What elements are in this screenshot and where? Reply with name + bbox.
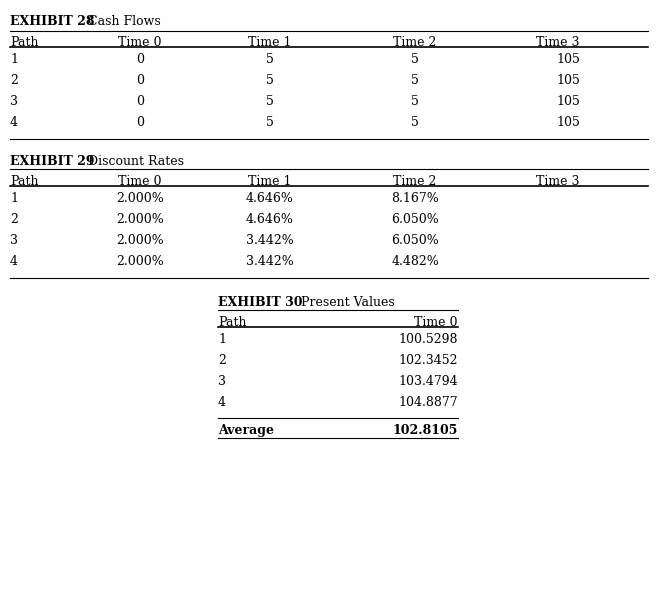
Text: 0: 0 [136,95,144,108]
Text: 103.4794: 103.4794 [398,375,458,388]
Text: 4: 4 [10,116,18,129]
Text: Path: Path [10,36,39,49]
Text: 5: 5 [411,116,419,129]
Text: 2.000%: 2.000% [116,213,164,226]
Text: 4.646%: 4.646% [246,213,294,226]
Text: Average: Average [218,424,274,437]
Text: 105: 105 [556,53,580,66]
Text: 5: 5 [266,74,274,87]
Text: 2.000%: 2.000% [116,234,164,247]
Text: 8.167%: 8.167% [391,192,439,205]
Text: Present Values: Present Values [301,296,395,309]
Text: 5: 5 [411,95,419,108]
Text: 2.000%: 2.000% [116,255,164,268]
Text: EXHIBIT 30: EXHIBIT 30 [218,296,303,309]
Text: Time 1: Time 1 [248,175,292,188]
Text: Time 2: Time 2 [393,175,437,188]
Text: 3.442%: 3.442% [246,255,294,268]
Text: 5: 5 [411,53,419,66]
Text: Time 0: Time 0 [118,175,162,188]
Text: 2: 2 [10,74,18,87]
Text: 5: 5 [266,95,274,108]
Text: 5: 5 [411,74,419,87]
Text: 0: 0 [136,116,144,129]
Text: 5: 5 [266,116,274,129]
Text: Time 0: Time 0 [118,36,162,49]
Text: 2.000%: 2.000% [116,192,164,205]
Text: 4.646%: 4.646% [246,192,294,205]
Text: 6.050%: 6.050% [391,213,439,226]
Text: EXHIBIT 29: EXHIBIT 29 [10,155,94,168]
Text: 4.482%: 4.482% [391,255,439,268]
Text: 4: 4 [218,396,226,409]
Text: Path: Path [10,175,39,188]
Text: 1: 1 [10,53,18,66]
Text: 0: 0 [136,74,144,87]
Text: 102.3452: 102.3452 [398,354,458,367]
Text: 102.8105: 102.8105 [392,424,458,437]
Text: EXHIBIT 28: EXHIBIT 28 [10,15,94,28]
Text: 3: 3 [10,95,18,108]
Text: Cash Flows: Cash Flows [88,15,161,28]
Text: 0: 0 [136,53,144,66]
Text: Time 1: Time 1 [248,36,292,49]
Text: 1: 1 [218,333,226,346]
Text: 2: 2 [218,354,226,367]
Text: 105: 105 [556,116,580,129]
Text: 3.442%: 3.442% [246,234,294,247]
Text: 5: 5 [266,53,274,66]
Text: 3: 3 [10,234,18,247]
Text: Time 3: Time 3 [537,175,580,188]
Text: 4: 4 [10,255,18,268]
Text: Path: Path [218,316,247,329]
Text: Time 2: Time 2 [393,36,437,49]
Text: Discount Rates: Discount Rates [88,155,184,168]
Text: Time 3: Time 3 [537,36,580,49]
Text: 104.8877: 104.8877 [398,396,458,409]
Text: 100.5298: 100.5298 [398,333,458,346]
Text: 2: 2 [10,213,18,226]
Text: 3: 3 [218,375,226,388]
Text: 1: 1 [10,192,18,205]
Text: 6.050%: 6.050% [391,234,439,247]
Text: 105: 105 [556,74,580,87]
Text: Time 0: Time 0 [414,316,458,329]
Text: 105: 105 [556,95,580,108]
